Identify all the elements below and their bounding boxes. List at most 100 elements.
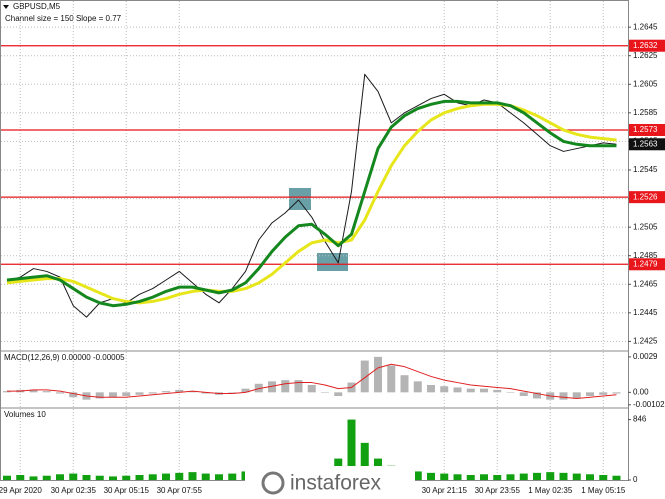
watermark-text: instaforex	[290, 472, 382, 495]
bar	[69, 473, 78, 480]
level-label: 1.2479	[633, 259, 658, 268]
bar	[56, 474, 64, 480]
x-tick-label: 1 May 02:35	[528, 486, 573, 495]
last-price-bg	[629, 138, 665, 151]
bar	[162, 473, 170, 480]
bar	[559, 472, 568, 480]
bar	[612, 475, 621, 480]
bar	[413, 381, 422, 393]
y-tick-label: 0.0029	[633, 352, 658, 361]
bar	[109, 476, 117, 480]
bar	[135, 392, 144, 395]
y-tick-label: 0.00	[633, 387, 649, 396]
bar	[228, 473, 237, 480]
bar	[241, 388, 250, 393]
series-line	[6, 99, 617, 308]
bar	[360, 360, 369, 393]
x-tick-label: 30 Apr 02:35	[51, 486, 97, 495]
bar	[29, 389, 38, 393]
bar	[188, 391, 197, 393]
bar	[268, 381, 276, 393]
highlight-box	[317, 253, 348, 271]
bar	[321, 392, 329, 393]
watermark: instaforex	[245, 466, 415, 499]
menu-icon	[3, 5, 9, 9]
level-label-bg	[629, 124, 665, 136]
bar	[427, 385, 435, 393]
bar	[360, 442, 369, 480]
bar	[480, 474, 488, 480]
y-tick-label: 1.2545	[633, 165, 658, 174]
bar	[3, 475, 11, 480]
bar	[95, 392, 104, 399]
bar	[612, 392, 621, 394]
level-label-bg	[629, 191, 665, 204]
volume-title: Volumes 10	[4, 410, 46, 419]
bar	[533, 392, 541, 399]
bar	[29, 476, 38, 480]
y-tick-label: 1.2625	[633, 51, 658, 60]
bar	[228, 392, 237, 393]
y-tick-label: 1.2585	[633, 108, 658, 117]
bar	[506, 474, 515, 480]
bar	[599, 392, 608, 395]
bar	[42, 391, 51, 393]
y-tick-label: 1.2445	[633, 308, 658, 317]
level-label-bg	[629, 258, 665, 271]
bar	[546, 472, 555, 480]
y-tick-label: -0.00102	[633, 400, 665, 409]
bar	[466, 475, 475, 480]
bar	[334, 392, 343, 396]
bar	[3, 391, 11, 393]
y-tick-label: 1.2485	[633, 251, 658, 260]
bar	[148, 392, 157, 394]
bar	[572, 473, 581, 480]
x-tick-label: 29 Apr 2020	[0, 486, 42, 495]
bar	[533, 472, 541, 480]
bar	[440, 473, 449, 480]
bar	[347, 419, 356, 480]
bar	[427, 472, 435, 480]
watermark-logo	[261, 471, 285, 495]
bar	[109, 392, 117, 398]
y-tick-label: 846	[633, 415, 647, 424]
bar	[201, 392, 210, 394]
bar	[215, 474, 223, 480]
bar	[506, 392, 515, 393]
bar	[16, 475, 25, 480]
bar	[175, 472, 184, 480]
level-label-bg	[629, 39, 665, 52]
bar	[82, 475, 91, 480]
level-label: 1.2526	[633, 192, 658, 201]
chart-subtitle: Channel size = 150 Slope = 0.77	[5, 14, 122, 23]
bar	[453, 387, 462, 393]
bar	[519, 473, 528, 480]
y-tick-label: 1.2605	[633, 79, 658, 88]
bar	[572, 392, 581, 399]
bar	[374, 356, 382, 393]
bar	[122, 475, 131, 480]
x-tick-label: 1 May 05:15	[581, 486, 626, 495]
bar	[493, 389, 502, 393]
bar	[586, 392, 594, 396]
bar	[294, 380, 303, 393]
y-tick-label: 1.2465	[633, 279, 658, 288]
bar	[466, 388, 475, 393]
x-tick-label: 30 Apr 05:15	[104, 486, 150, 495]
series-line	[6, 73, 617, 318]
bar	[281, 380, 290, 393]
y-tick-label: 1.2425	[633, 337, 658, 346]
bar	[254, 383, 263, 393]
bar	[162, 391, 170, 393]
bar	[519, 392, 528, 396]
bar	[201, 473, 210, 480]
bar	[95, 475, 104, 480]
x-tick-label: 30 Apr 23:55	[475, 486, 521, 495]
bar	[188, 472, 197, 480]
bar	[400, 375, 409, 393]
y-tick-label: 1.2645	[633, 22, 658, 31]
bar	[387, 365, 396, 393]
bar	[453, 474, 462, 480]
bar	[586, 474, 594, 480]
